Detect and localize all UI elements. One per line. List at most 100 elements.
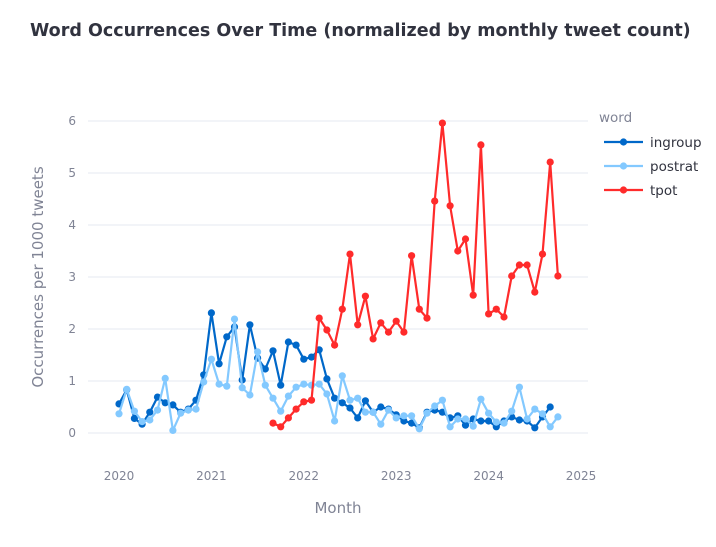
- data-point-tpot[interactable]: [300, 398, 308, 406]
- data-point-tpot[interactable]: [554, 272, 562, 280]
- data-point-tpot[interactable]: [315, 314, 323, 322]
- data-point-tpot[interactable]: [523, 261, 531, 269]
- data-point-tpot[interactable]: [331, 341, 339, 349]
- data-point-postrat[interactable]: [323, 390, 331, 398]
- data-point-ingroup[interactable]: [161, 399, 169, 407]
- data-point-ingroup[interactable]: [377, 403, 385, 411]
- data-point-postrat[interactable]: [261, 381, 269, 389]
- data-point-tpot[interactable]: [469, 291, 477, 299]
- data-point-ingroup[interactable]: [485, 417, 493, 425]
- data-point-tpot[interactable]: [431, 197, 439, 205]
- data-point-tpot[interactable]: [477, 141, 485, 149]
- data-point-postrat[interactable]: [415, 425, 423, 433]
- data-point-tpot[interactable]: [384, 328, 393, 336]
- data-point-ingroup[interactable]: [215, 360, 223, 368]
- data-point-tpot[interactable]: [531, 288, 539, 296]
- data-point-ingroup[interactable]: [130, 414, 138, 422]
- data-point-tpot[interactable]: [500, 313, 508, 321]
- data-point-tpot[interactable]: [392, 317, 400, 325]
- data-point-postrat[interactable]: [254, 348, 262, 356]
- data-point-postrat[interactable]: [546, 423, 554, 431]
- data-point-postrat[interactable]: [161, 374, 169, 382]
- data-point-postrat[interactable]: [153, 406, 162, 414]
- data-point-tpot[interactable]: [307, 396, 316, 404]
- data-point-postrat[interactable]: [361, 408, 369, 416]
- data-point-tpot[interactable]: [338, 305, 346, 313]
- data-point-ingroup[interactable]: [338, 399, 346, 407]
- data-point-ingroup[interactable]: [323, 375, 331, 383]
- data-point-tpot[interactable]: [354, 321, 362, 329]
- data-point-ingroup[interactable]: [269, 347, 277, 355]
- data-point-postrat[interactable]: [461, 415, 470, 423]
- data-point-tpot[interactable]: [508, 272, 516, 280]
- data-point-postrat[interactable]: [408, 412, 416, 420]
- data-point-postrat[interactable]: [354, 394, 362, 402]
- data-point-ingroup[interactable]: [300, 355, 308, 363]
- data-point-tpot[interactable]: [361, 292, 369, 300]
- data-point-postrat[interactable]: [207, 355, 215, 363]
- data-point-postrat[interactable]: [230, 315, 239, 323]
- legend-item-tpot[interactable]: tpot: [604, 183, 677, 199]
- data-point-ingroup[interactable]: [331, 394, 339, 402]
- data-point-tpot[interactable]: [284, 414, 292, 422]
- data-point-postrat[interactable]: [338, 372, 346, 380]
- data-point-postrat[interactable]: [192, 405, 200, 413]
- data-point-tpot[interactable]: [377, 319, 385, 327]
- data-point-postrat[interactable]: [346, 396, 354, 404]
- data-point-postrat[interactable]: [423, 409, 431, 417]
- data-point-postrat[interactable]: [146, 416, 154, 424]
- data-point-postrat[interactable]: [538, 410, 547, 418]
- data-point-ingroup[interactable]: [207, 309, 215, 317]
- data-point-ingroup[interactable]: [408, 419, 416, 427]
- data-point-postrat[interactable]: [223, 382, 231, 390]
- data-point-ingroup[interactable]: [546, 403, 554, 411]
- data-point-postrat[interactable]: [384, 406, 393, 414]
- data-point-postrat[interactable]: [469, 422, 477, 430]
- data-point-postrat[interactable]: [269, 394, 277, 402]
- data-point-ingroup[interactable]: [284, 338, 292, 346]
- data-point-tpot[interactable]: [461, 235, 470, 243]
- data-point-tpot[interactable]: [277, 423, 285, 431]
- data-point-postrat[interactable]: [123, 385, 131, 393]
- legend-item-postrat[interactable]: postrat: [604, 159, 698, 175]
- data-point-tpot[interactable]: [485, 310, 493, 318]
- data-point-ingroup[interactable]: [461, 421, 470, 429]
- data-point-postrat[interactable]: [138, 418, 146, 426]
- legend-item-ingroup[interactable]: ingroup: [604, 135, 702, 151]
- data-point-ingroup[interactable]: [246, 321, 254, 329]
- data-point-tpot[interactable]: [423, 314, 431, 322]
- data-point-ingroup[interactable]: [292, 341, 300, 349]
- data-point-tpot[interactable]: [269, 419, 277, 427]
- data-point-postrat[interactable]: [115, 410, 123, 418]
- data-point-postrat[interactable]: [400, 412, 408, 420]
- data-point-ingroup[interactable]: [261, 365, 269, 373]
- data-point-ingroup[interactable]: [477, 417, 485, 425]
- data-point-postrat[interactable]: [431, 402, 439, 410]
- data-point-tpot[interactable]: [446, 202, 454, 210]
- data-point-tpot[interactable]: [415, 305, 423, 313]
- data-point-postrat[interactable]: [485, 409, 493, 417]
- data-point-tpot[interactable]: [369, 335, 377, 343]
- data-point-ingroup[interactable]: [400, 417, 408, 425]
- data-point-tpot[interactable]: [454, 247, 462, 255]
- data-point-tpot[interactable]: [546, 158, 554, 166]
- data-point-postrat[interactable]: [331, 417, 339, 425]
- data-point-tpot[interactable]: [515, 261, 524, 269]
- data-point-tpot[interactable]: [400, 328, 408, 336]
- data-point-postrat[interactable]: [184, 406, 192, 414]
- data-point-ingroup[interactable]: [307, 353, 316, 361]
- data-point-postrat[interactable]: [377, 420, 385, 428]
- data-point-postrat[interactable]: [300, 380, 308, 388]
- data-point-ingroup[interactable]: [169, 401, 177, 409]
- data-point-ingroup[interactable]: [346, 404, 354, 412]
- data-point-ingroup[interactable]: [277, 381, 285, 389]
- data-point-postrat[interactable]: [315, 380, 323, 388]
- data-point-tpot[interactable]: [323, 326, 331, 334]
- data-point-ingroup[interactable]: [223, 333, 231, 341]
- data-point-postrat[interactable]: [554, 413, 562, 421]
- data-point-postrat[interactable]: [446, 423, 454, 431]
- data-point-postrat[interactable]: [277, 407, 285, 415]
- data-point-tpot[interactable]: [408, 252, 416, 260]
- data-point-postrat[interactable]: [238, 384, 246, 392]
- data-point-ingroup[interactable]: [361, 397, 369, 405]
